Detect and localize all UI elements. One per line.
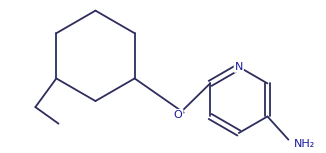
- Text: O: O: [174, 110, 183, 120]
- Text: NH₂: NH₂: [294, 139, 315, 149]
- Text: N: N: [235, 62, 243, 72]
